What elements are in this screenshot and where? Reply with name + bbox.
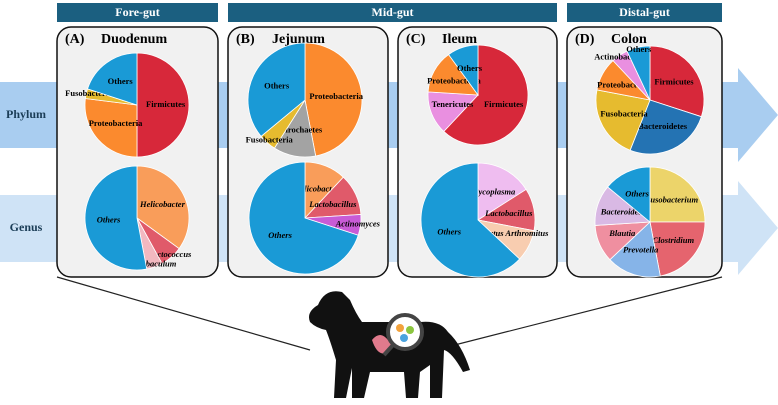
slice-label: Proteobacteria: [309, 91, 363, 101]
slice-label: Firmicutes: [654, 76, 694, 86]
pie-slice: [607, 166, 651, 223]
pie-slice: [304, 42, 363, 157]
pie-slice: [649, 45, 705, 118]
region-header: [57, 3, 218, 22]
pie-slice: [448, 44, 479, 97]
slice-label: Tenericutes: [432, 99, 474, 109]
region-header: [567, 3, 722, 22]
row-label: Genus: [10, 220, 43, 234]
pie-slice: [136, 52, 190, 158]
slice-label: Allobaculum: [130, 258, 177, 268]
region-header: [228, 3, 557, 22]
connector: [56, 276, 311, 351]
region-label: Fore-gut: [115, 5, 159, 19]
slice-label: Firmicutes: [146, 99, 186, 109]
pie-slice: [649, 221, 706, 277]
panel-label: (D): [575, 32, 595, 47]
slice-label: Firmicutes: [484, 99, 524, 109]
row-label: Phylum: [6, 107, 46, 121]
pie-slice: [84, 98, 138, 158]
slice-label: Helicobacter: [293, 183, 340, 193]
pie-slice: [629, 99, 702, 155]
slice-label: Bacteroides: [600, 207, 643, 217]
slice-label: Actinomyces: [335, 219, 381, 229]
dog-illustration: [309, 291, 470, 398]
slice-label: Lactobacillus: [308, 199, 357, 209]
panel-title: Ileum: [442, 32, 477, 47]
panel-title: Duodenum: [101, 32, 167, 47]
slice-label: Proteobacteria: [597, 80, 651, 90]
pie-slice: [420, 162, 521, 278]
slice-label: Helicobacter: [139, 199, 186, 209]
pie-slice: [84, 165, 148, 271]
slice-label: Lactococcus: [147, 249, 192, 259]
slice-label: Others: [97, 215, 121, 225]
panel-label: (B): [236, 32, 255, 47]
pie-slice: [248, 161, 359, 275]
slice-label: Lactobacillus: [484, 208, 533, 218]
slice-label: Actinobacteria: [594, 52, 649, 62]
pie-slice: [626, 45, 651, 101]
slice-label: Prevotella: [623, 245, 659, 255]
slice-label: Others: [108, 76, 134, 86]
pie-slice: [477, 162, 527, 221]
slice-label: Others: [264, 81, 290, 91]
pie-slice: [443, 44, 529, 146]
region-label: Mid-gut: [372, 5, 414, 19]
pie-slice: [609, 221, 661, 278]
slice-label: Others: [625, 189, 649, 199]
slice-label: Bacteroidetes: [638, 121, 688, 131]
slice-label: Proteobacteria: [427, 76, 481, 86]
slice-label: Fusobacteria: [65, 88, 113, 98]
slice-label: Fusobacteria: [246, 135, 294, 145]
slice-label: Mycoplasma: [470, 186, 516, 196]
pie-slice: [247, 42, 306, 137]
panel-label: (C): [406, 32, 426, 47]
pie-slice: [136, 165, 190, 250]
panel-label: (A): [65, 32, 85, 47]
slice-label: Others: [457, 63, 483, 73]
slice-label: Others: [268, 230, 292, 240]
slice-label: Clostridium: [653, 235, 695, 245]
region-label: Distal-gut: [619, 5, 670, 19]
connector: [434, 276, 723, 351]
slice-label: Blautia: [608, 228, 636, 238]
pie-slice: [595, 89, 651, 151]
slice-label: Others: [437, 226, 461, 236]
slice-label: Proteobacteria: [89, 118, 143, 128]
panel-title: Colon: [611, 32, 647, 47]
slice-label: Candidatus Arthromitus: [463, 228, 549, 238]
pie-slice: [649, 166, 706, 223]
pie-slice: [87, 52, 138, 106]
slice-label: Others: [626, 44, 652, 54]
slice-label: Fusobacteria: [600, 108, 648, 118]
slice-label: Spirochaetes: [276, 125, 323, 135]
slice-label: Fusobacterium: [644, 195, 699, 205]
